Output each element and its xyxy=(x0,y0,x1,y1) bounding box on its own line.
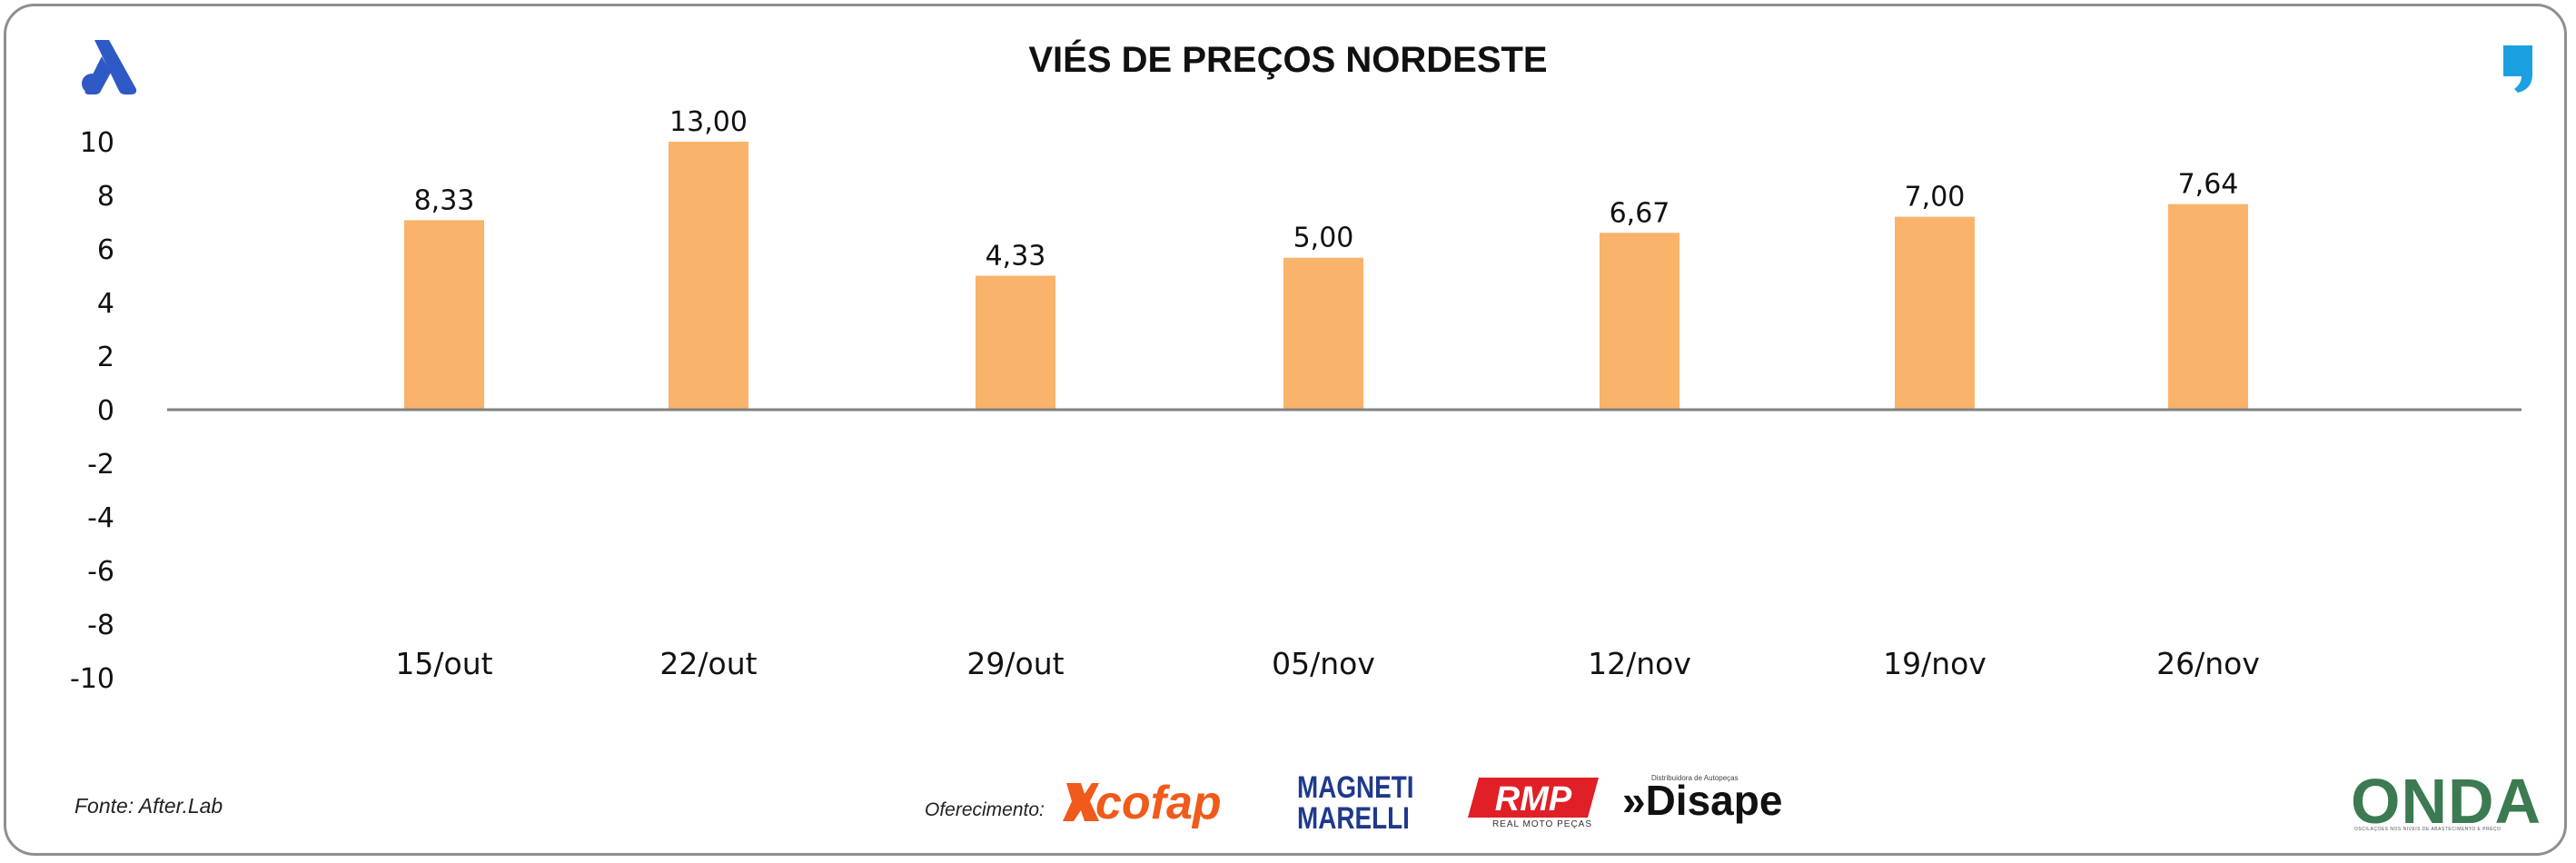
bar xyxy=(1600,233,1679,410)
y-tick-label: -2 xyxy=(87,449,114,481)
magneti-marelli-logo: MAGNETI MARELLI xyxy=(1297,770,1414,836)
rmp-subtitle: REAL MOTO PEÇAS xyxy=(1491,819,1593,829)
y-tick-label: 6 xyxy=(97,234,114,266)
x-tick-label: 05/nov xyxy=(1272,646,1375,681)
bar xyxy=(976,275,1055,410)
bar xyxy=(2168,203,2248,410)
chart-title: VIÉS DE PREÇOS NORDESTE xyxy=(1028,40,1548,80)
rmp-logo: RMP xyxy=(1468,778,1599,818)
source-note: Fonte: After.Lab xyxy=(74,794,223,818)
sponsor-label: Oferecimento: xyxy=(925,799,1045,820)
y-tick-label: 8 xyxy=(97,181,114,213)
bar xyxy=(1895,216,1975,410)
x-tick-label: 26/nov xyxy=(2156,646,2260,681)
cofap-logo-icon xyxy=(1063,783,1099,821)
data-label: 7,64 xyxy=(2178,169,2239,201)
y-tick-label: 2 xyxy=(97,342,114,373)
y-tick-label: 4 xyxy=(97,288,114,320)
x-tick-label: 22/out xyxy=(659,646,757,681)
y-tick-label: -10 xyxy=(70,663,114,695)
data-label: 13,00 xyxy=(669,106,748,138)
onda-subtitle: OSCILAÇÕES NOS NÍVEIS DE ABASTECIMENTO E… xyxy=(2354,827,2502,832)
cofap-logo: cofap xyxy=(1095,777,1222,829)
quote-icon xyxy=(2503,45,2532,93)
onda-logo: ONDA xyxy=(2351,766,2542,837)
x-tick-label: 12/nov xyxy=(1588,646,1691,681)
data-label: 8,33 xyxy=(414,184,475,216)
x-tick-label: 29/out xyxy=(966,646,1064,681)
data-label: 6,67 xyxy=(1610,197,1670,229)
y-tick-label: -6 xyxy=(87,556,114,588)
disape-subtitle: Distribuidora de Autopeças xyxy=(1651,774,1739,782)
bar xyxy=(404,220,484,410)
x-tick-label: 19/nov xyxy=(1883,646,1986,681)
data-label: 4,33 xyxy=(986,241,1046,273)
chart-frame xyxy=(4,4,2567,856)
y-tick-label: -8 xyxy=(87,610,114,641)
data-label: 7,00 xyxy=(1905,182,1966,213)
x-tick-label: 15/out xyxy=(395,646,492,681)
y-tick-label: -4 xyxy=(87,502,114,534)
data-label: 5,00 xyxy=(1293,223,1354,254)
magneti-text: MAGNETI xyxy=(1297,770,1414,805)
brand-logo-icon xyxy=(82,40,137,94)
marelli-text: MARELLI xyxy=(1297,801,1410,836)
bar xyxy=(1283,257,1363,410)
bar xyxy=(669,142,748,410)
y-tick-label: 0 xyxy=(97,395,114,427)
disape-logo: »Disape xyxy=(1622,777,1783,824)
rmp-text: RMP xyxy=(1495,780,1572,818)
y-tick-label: 10 xyxy=(80,127,114,159)
bar-chart: 10 8 6 4 2 0 -2 -4 -6 -8 -10 8,33 15/out 13,00 22/out 4… xyxy=(70,106,2522,695)
